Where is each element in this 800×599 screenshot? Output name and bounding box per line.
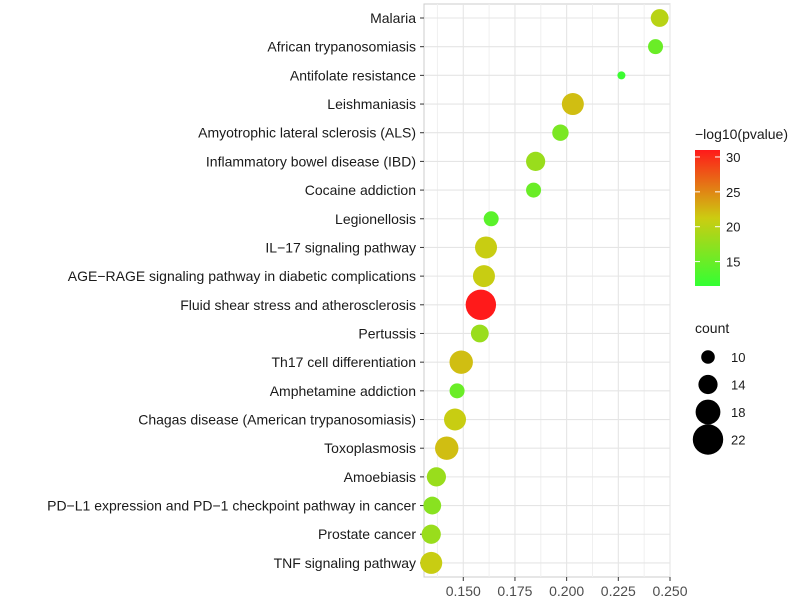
size-legend-label: 14 (731, 378, 745, 393)
color-legend-tick: 15 (726, 255, 740, 270)
category-label: PD−L1 expression and PD−1 checkpoint pat… (47, 498, 416, 514)
category-label: Malaria (370, 10, 416, 26)
data-point (420, 551, 443, 574)
size-legend-dot (698, 374, 718, 395)
category-label: Toxoplasmosis (324, 440, 416, 456)
category-label: IL−17 signaling pathway (265, 239, 416, 255)
x-tick-label: 0.225 (601, 583, 636, 599)
data-point (444, 408, 467, 431)
data-point (552, 124, 569, 141)
category-label: Antifolate resistance (290, 67, 416, 83)
color-legend-title: −log10(pvalue) (695, 126, 788, 142)
data-point (449, 350, 473, 374)
category-label: Amoebiasis (344, 469, 416, 485)
category-label: Legionellosis (335, 211, 416, 227)
plot-panel (423, 3, 671, 578)
color-bar (695, 150, 720, 286)
data-point (650, 9, 669, 27)
category-label: African trypanosomiasis (267, 39, 416, 55)
data-point (526, 182, 542, 198)
category-label: Fluid shear stress and atherosclerosis (180, 297, 416, 313)
size-legend-label: 22 (731, 433, 745, 448)
color-legend-tick: 25 (726, 185, 740, 200)
color-legend-tick: 30 (726, 150, 740, 165)
category-label: Cocaine addiction (305, 182, 416, 198)
category-label: TNF signaling pathway (274, 555, 416, 571)
category-label: Leishmaniasis (327, 96, 416, 112)
category-label: Prostate cancer (318, 526, 416, 542)
size-legend-label: 10 (731, 350, 745, 365)
category-label: Pertussis (358, 325, 416, 341)
data-point (449, 383, 465, 399)
category-label: Amphetamine addiction (270, 383, 416, 399)
x-tick-label: 0.200 (549, 583, 584, 599)
size-legend-title: count (695, 320, 729, 336)
data-point (648, 39, 664, 55)
category-label: Th17 cell differentiation (272, 354, 417, 370)
color-legend-tick: 20 (726, 220, 740, 235)
size-legend-dot (701, 350, 715, 364)
category-label: AGE−RAGE signaling pathway in diabetic c… (68, 268, 416, 284)
data-point (475, 236, 498, 259)
size-legend-label: 18 (731, 405, 745, 420)
category-label: Chagas disease (American trypanosomiasis… (138, 412, 416, 428)
data-point (421, 524, 441, 544)
category-label: Inflammatory bowel disease (IBD) (206, 153, 416, 169)
x-tick-label: 0.175 (497, 583, 532, 599)
data-point (470, 324, 489, 343)
data-point (483, 211, 499, 227)
data-point (472, 265, 495, 288)
size-legend-dot (695, 399, 721, 425)
data-point (435, 436, 459, 460)
data-point (426, 467, 447, 487)
data-point (526, 151, 546, 171)
data-point (465, 289, 497, 320)
size-legend-dot (692, 424, 724, 455)
category-label: Amyotrophic lateral sclerosis (ALS) (198, 125, 416, 141)
x-tick-label: 0.250 (652, 583, 687, 599)
data-point (561, 93, 584, 116)
data-point (617, 71, 626, 80)
x-tick-label: 0.150 (446, 583, 481, 599)
data-point (423, 496, 442, 515)
